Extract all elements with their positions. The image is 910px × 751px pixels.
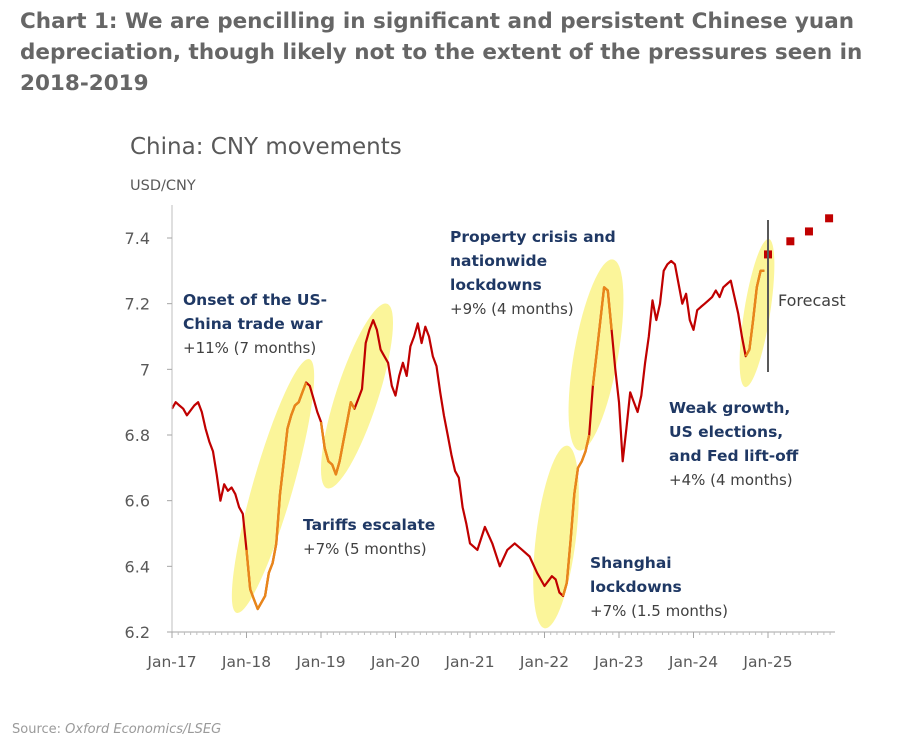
- annotation-title: Shanghai: [590, 554, 672, 572]
- y-tick-label: 6.6: [125, 492, 150, 511]
- forecast-label: Forecast: [778, 291, 846, 310]
- annotation-note: +4% (4 months): [669, 471, 793, 489]
- annotation-2: Tariffs escalate +7% (5 months): [303, 516, 435, 558]
- annotation-5: Weak growth, US elections, and Fed lift-of…: [669, 399, 799, 489]
- annotation-title: Onset of the US-: [183, 291, 327, 309]
- x-tick-label: Jan-22: [519, 653, 569, 671]
- highlight-ellipse-2: [320, 303, 394, 489]
- x-tick-label: Jan-24: [668, 653, 718, 671]
- annotation-note: +9% (4 months): [450, 300, 574, 318]
- x-tick-label: Jan-21: [444, 653, 494, 671]
- plot-area: Forecast: [171, 214, 846, 611]
- annotation-title: lockdowns: [590, 578, 682, 596]
- annotation-title: and Fed lift-off: [669, 447, 799, 465]
- axes: 6.2 6.4 6.6 6.8 7 7.2 7.4 Jan-17 Jan-18 Jan-19 Jan…: [125, 205, 835, 671]
- forecast-point: [786, 237, 795, 246]
- series-highlight-5: [744, 269, 765, 357]
- x-tick-label: Jan-19: [295, 653, 345, 671]
- annotations: Onset of the US- China trade war +11% (7 m…: [183, 228, 799, 620]
- y-tick-label: 7.2: [125, 295, 150, 314]
- source-value: Oxford Economics/LSEG: [65, 722, 222, 737]
- series-highlight-3: [561, 434, 591, 597]
- series-highlight-2: [319, 401, 356, 476]
- y-axis-label: USD/CNY: [130, 178, 196, 194]
- annotation-title: Property crisis and: [450, 228, 616, 246]
- source-note: Source: Oxford Economics/LSEG: [12, 722, 221, 737]
- y-tick-label: 6.8: [125, 426, 150, 445]
- annotation-title: nationwide: [450, 252, 547, 270]
- highlight-ellipse-1: [231, 358, 315, 614]
- x-tick-label: Jan-23: [593, 653, 643, 671]
- annotation-title: Weak growth,: [669, 399, 790, 417]
- annotation-title: US elections,: [669, 423, 783, 441]
- x-tick-label: Jan-18: [221, 653, 271, 671]
- series-highlight-4: [591, 286, 613, 386]
- x-tick-label: Jan-17: [146, 653, 196, 671]
- series-highlight-1: [245, 382, 308, 611]
- chart-heading: Chart 1: We are pencilling in significan…: [20, 9, 863, 96]
- annotation-title: lockdowns: [450, 276, 542, 294]
- forecast-point: [825, 214, 834, 223]
- annotation-note: +11% (7 months): [183, 339, 316, 357]
- highlight-ellipse-5: [739, 238, 775, 388]
- annotation-3: Property crisis and nationwide lockdowns +9…: [450, 228, 616, 318]
- annotation-1: Onset of the US- China trade war +11% (7 m…: [183, 291, 327, 357]
- source-label: Source:: [12, 722, 62, 737]
- x-tick-label: Jan-25: [742, 653, 792, 671]
- x-tick-label: Jan-20: [370, 653, 420, 671]
- y-tick-label: 7: [140, 360, 150, 379]
- y-tick-label: 7.4: [125, 229, 150, 248]
- annotation-note: +7% (1.5 months): [590, 602, 728, 620]
- y-tick-label: 6.4: [125, 557, 150, 576]
- annotation-4: Shanghai lockdowns +7% (1.5 months): [590, 554, 728, 620]
- annotation-note: +7% (5 months): [303, 540, 427, 558]
- annotation-title: China trade war: [183, 315, 323, 333]
- annotation-title: Tariffs escalate: [303, 516, 435, 534]
- chart-title: China: CNY movements: [130, 134, 402, 160]
- forecast-point: [804, 227, 813, 236]
- y-tick-label: 6.2: [125, 623, 150, 642]
